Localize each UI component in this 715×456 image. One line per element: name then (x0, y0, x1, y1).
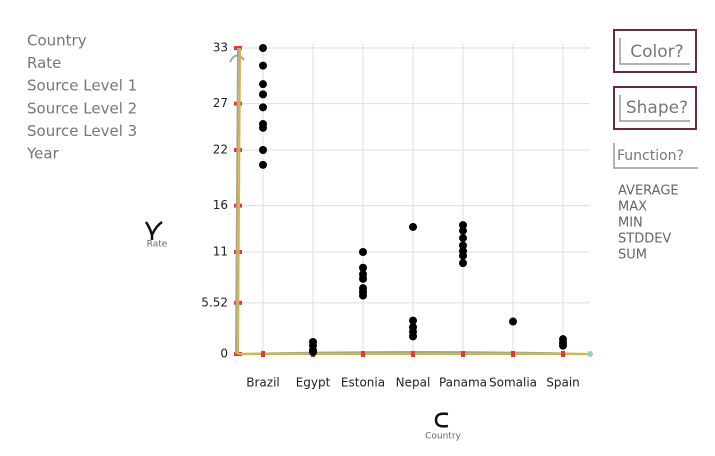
y-axis-label: Rate (147, 240, 168, 250)
x-axis-label: Country (425, 432, 461, 442)
function-item[interactable]: MAX (618, 200, 647, 215)
point (309, 348, 317, 357)
x-tick-mark (461, 351, 465, 357)
x-tick-label: Somalia (489, 376, 537, 390)
point (259, 80, 267, 89)
x-tick-mark (561, 351, 565, 357)
field-list: Country Rate Source Level 1 Source Level 2 S… (26, 32, 137, 163)
color-label[interactable]: Color? (630, 42, 683, 62)
point (459, 251, 467, 260)
x-tick-mark (411, 351, 415, 357)
point (259, 160, 267, 169)
x-tick-label: Nepal (396, 376, 431, 390)
x-tick-mark (511, 351, 515, 357)
plot: Brazil Egypt Estonia Nepal Panama Somalia Spai… (201, 41, 593, 390)
point (259, 103, 267, 112)
point (359, 248, 367, 256)
axis-end (587, 351, 593, 357)
function-item[interactable]: STDDEV (618, 232, 671, 247)
point (259, 61, 267, 70)
point (459, 241, 467, 250)
point (359, 263, 367, 272)
function-item[interactable]: MIN (618, 216, 643, 231)
y-tick-label: 22 (213, 143, 228, 157)
point (559, 341, 567, 350)
sketch (613, 143, 698, 169)
sketch (619, 95, 690, 122)
point (259, 90, 267, 99)
field[interactable]: Country (27, 32, 87, 50)
point (459, 221, 467, 230)
gesture-y (144, 220, 163, 240)
shape-label[interactable]: Shape? (626, 98, 688, 118)
field[interactable]: Source Level 2 (27, 99, 137, 117)
x-tick-mark (361, 351, 365, 357)
y-tick-label: 11 (213, 245, 228, 259)
function-item[interactable]: AVERAGE (618, 184, 679, 199)
point (409, 222, 417, 231)
field[interactable]: Source Level 3 (27, 122, 137, 140)
field[interactable]: Source Level 1 (27, 77, 137, 95)
y-tick-label: 33 (213, 41, 228, 55)
y-tick-label: 16 (213, 198, 228, 212)
point (409, 332, 417, 341)
function-item[interactable]: SUM (618, 248, 647, 263)
x-tick-label: Spain (546, 376, 580, 390)
point (459, 226, 467, 235)
y-axis (237, 47, 241, 355)
y-tick-label: 0 (220, 347, 228, 361)
point (259, 44, 267, 52)
point (509, 317, 517, 326)
point (359, 291, 367, 300)
x-tick-label: Brazil (246, 376, 280, 390)
point (409, 316, 417, 325)
point (259, 123, 267, 132)
sketch-stroke (229, 47, 589, 355)
color-button[interactable] (613, 29, 697, 73)
y-tick-label: 27 (213, 96, 228, 110)
x-tick-mark (261, 351, 265, 357)
function-button[interactable]: Function? (617, 148, 684, 164)
shape-button[interactable] (613, 86, 697, 130)
point (459, 234, 467, 243)
point (459, 259, 467, 268)
point (259, 146, 267, 154)
field[interactable]: Rate (27, 54, 61, 72)
field[interactable]: Year (26, 145, 60, 163)
x-tick-label: Estonia (341, 376, 385, 390)
x-tick-label: Egypt (296, 376, 331, 390)
y-tick-label: 5.52 (201, 295, 228, 309)
sketch (619, 38, 690, 65)
gesture-x (434, 412, 449, 428)
x-tick-label: Panama (439, 376, 487, 390)
point (359, 274, 367, 283)
